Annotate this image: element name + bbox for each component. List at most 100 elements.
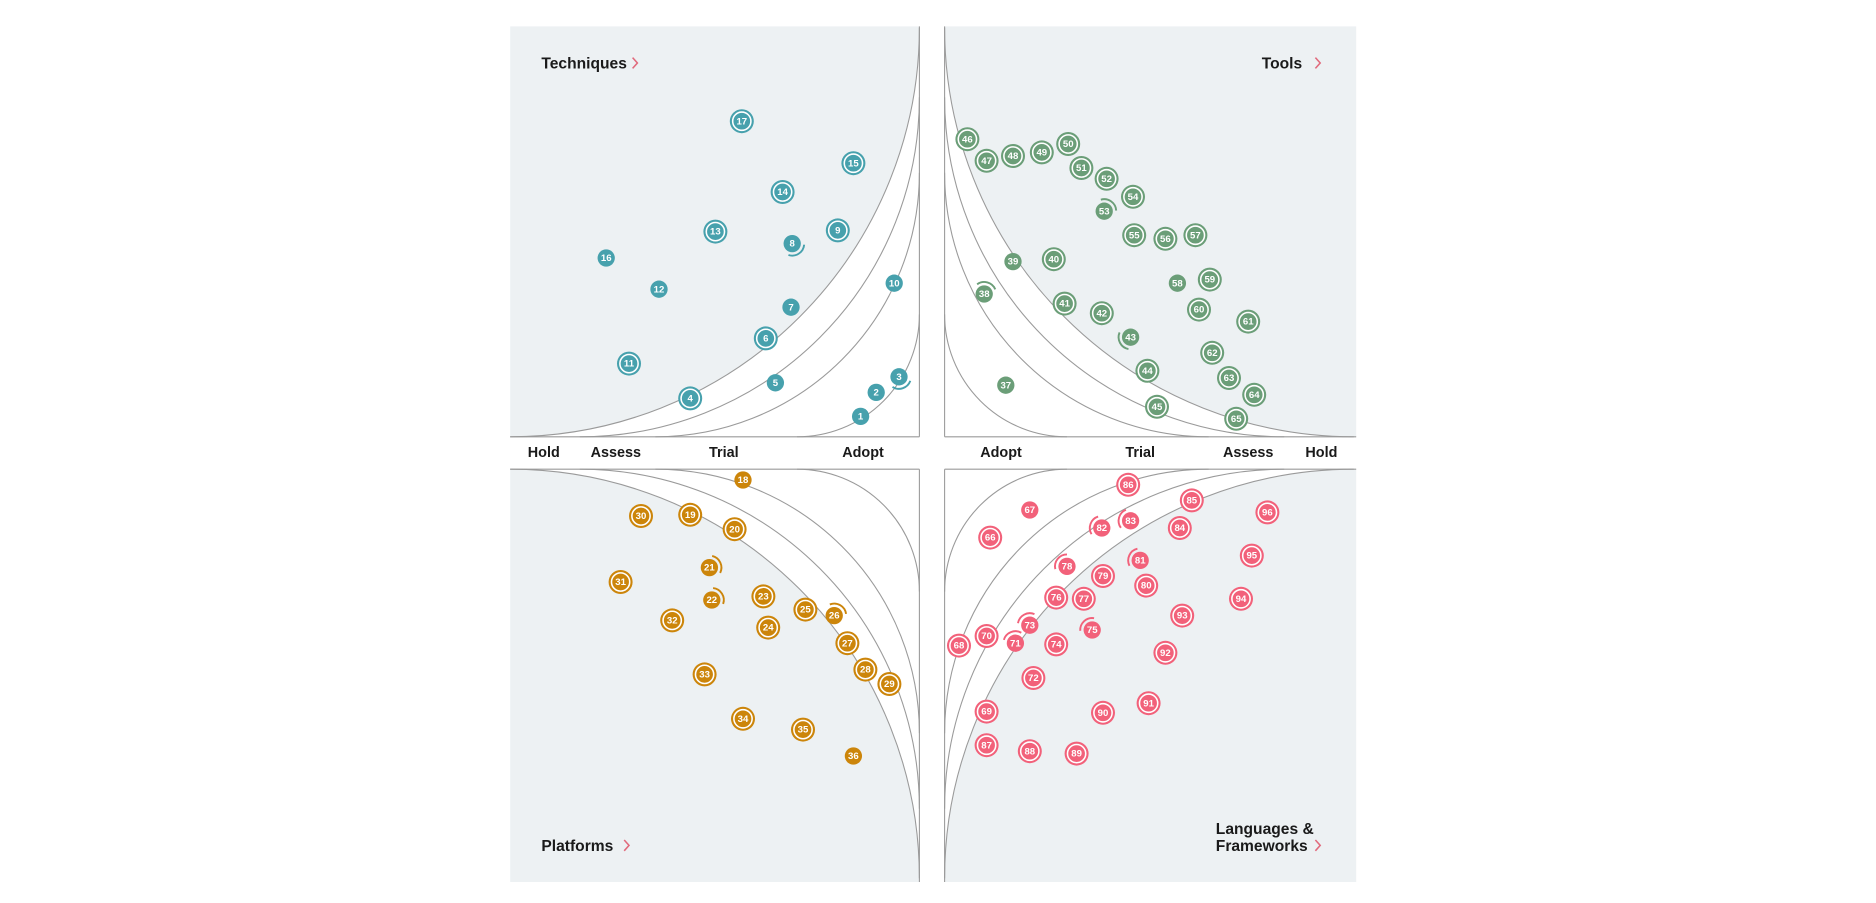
blip-49[interactable]: 49	[1029, 140, 1054, 165]
blip-25[interactable]: 25	[793, 597, 818, 622]
blip-64[interactable]: 64	[1242, 382, 1267, 407]
blip-18[interactable]: 18	[734, 471, 752, 489]
blip-96[interactable]: 96	[1255, 500, 1280, 525]
blip-59[interactable]: 59	[1197, 267, 1222, 292]
blip-13[interactable]: 13	[703, 219, 728, 244]
blip-56[interactable]: 56	[1153, 226, 1178, 251]
blip-36[interactable]: 36	[844, 747, 863, 765]
blip-62[interactable]: 62	[1200, 340, 1225, 365]
blip-6[interactable]: 6	[753, 326, 778, 351]
new-ring	[957, 129, 978, 150]
blip-63[interactable]: 63	[1217, 366, 1241, 390]
blip-32[interactable]: 32	[660, 608, 685, 633]
quadrant-link-tools[interactable]: Tools	[1262, 55, 1322, 72]
blip-31[interactable]: 31	[608, 570, 633, 594]
blip-76[interactable]: 76	[1044, 585, 1069, 610]
blip-47[interactable]: 47	[974, 148, 999, 173]
blip-34[interactable]: 34	[731, 706, 755, 731]
blip-95[interactable]: 95	[1239, 543, 1264, 568]
blip-51[interactable]: 51	[1069, 156, 1094, 180]
blip-86[interactable]: 86	[1116, 472, 1141, 497]
blip-16[interactable]: 16	[597, 249, 615, 267]
blip-54[interactable]: 54	[1121, 184, 1145, 209]
blip-11[interactable]: 11	[617, 351, 641, 376]
blip-7[interactable]: 7	[782, 298, 800, 316]
blip-92[interactable]: 92	[1153, 640, 1178, 665]
blip-2[interactable]: 2	[867, 383, 885, 402]
blip-35[interactable]: 35	[791, 717, 815, 742]
blip-61[interactable]: 61	[1236, 309, 1261, 334]
blip-41[interactable]: 41	[1052, 291, 1077, 316]
blip-37[interactable]: 37	[997, 376, 1015, 394]
blip-72[interactable]: 72	[1021, 666, 1046, 690]
blip-1[interactable]: 1	[851, 407, 870, 426]
blip-89[interactable]: 89	[1064, 741, 1089, 766]
blip-91[interactable]: 91	[1136, 691, 1161, 716]
quadrant-link-platforms[interactable]: Platforms	[541, 838, 631, 855]
blip-27[interactable]: 27	[835, 631, 860, 656]
blip-57[interactable]: 57	[1183, 223, 1208, 248]
new-ring	[619, 353, 639, 374]
new-ring	[733, 708, 753, 729]
blip-20[interactable]: 20	[722, 517, 747, 542]
blip-60[interactable]: 60	[1187, 297, 1211, 322]
blip-17[interactable]: 17	[729, 109, 754, 134]
blip-29[interactable]: 29	[877, 672, 902, 696]
blip-66[interactable]: 66	[978, 525, 1003, 550]
blip-12[interactable]: 12	[650, 280, 668, 298]
quadrant-link-techniques[interactable]: Techniques	[541, 55, 639, 72]
blip-68[interactable]: 68	[947, 633, 971, 658]
blip-39[interactable]: 39	[1004, 252, 1022, 271]
blip-48[interactable]: 48	[1001, 144, 1025, 168]
blip-4[interactable]: 4	[678, 386, 703, 411]
blip-94[interactable]: 94	[1229, 586, 1253, 611]
blip-74[interactable]: 74	[1044, 632, 1069, 657]
blip-40[interactable]: 40	[1041, 247, 1066, 272]
ring-label-adopt: Adopt	[842, 445, 884, 461]
blip-84[interactable]: 84	[1167, 516, 1192, 540]
blip-14[interactable]: 14	[770, 180, 795, 204]
blip-23[interactable]: 23	[751, 584, 776, 609]
ring-arc	[796, 314, 920, 438]
blip-24[interactable]: 24	[756, 615, 781, 640]
blip-46[interactable]: 46	[955, 127, 980, 152]
blip-77[interactable]: 77	[1071, 586, 1096, 611]
blip-80[interactable]: 80	[1134, 573, 1159, 598]
blip-58[interactable]: 58	[1168, 274, 1187, 292]
blip-88[interactable]: 88	[1017, 739, 1042, 764]
blip-28[interactable]: 28	[853, 657, 878, 682]
quadrant-link-languages-frameworks[interactable]: Languages & Frameworks	[1216, 821, 1322, 855]
blip-33[interactable]: 33	[692, 662, 717, 687]
blip-44[interactable]: 44	[1135, 358, 1160, 383]
blip-5[interactable]: 5	[766, 374, 785, 392]
quadrant-title[interactable]: Techniques	[541, 55, 627, 72]
blip-69[interactable]: 69	[974, 699, 999, 724]
blip-15[interactable]: 15	[841, 151, 866, 176]
blip-19[interactable]: 19	[678, 502, 703, 527]
blip-65[interactable]: 65	[1224, 406, 1249, 431]
blip-87[interactable]: 87	[974, 733, 999, 758]
quadrant-title[interactable]: Platforms	[541, 838, 613, 855]
moved-out-arc-icon	[1100, 198, 1118, 211]
new-ring	[1231, 588, 1251, 609]
blip-45[interactable]: 45	[1145, 394, 1169, 419]
blip-55[interactable]: 55	[1122, 223, 1147, 248]
blip-85[interactable]: 85	[1179, 488, 1204, 513]
blip-9[interactable]: 9	[825, 218, 850, 243]
new-ring	[1155, 228, 1176, 249]
quadrant-title-line1[interactable]: Languages &	[1216, 821, 1314, 838]
blip-93[interactable]: 93	[1170, 603, 1195, 628]
blip-90[interactable]: 90	[1091, 700, 1115, 725]
blip-70[interactable]: 70	[974, 624, 999, 648]
new-ring	[1219, 368, 1239, 388]
blip-10[interactable]: 10	[885, 274, 903, 292]
blip-30[interactable]: 30	[629, 504, 653, 528]
blip-67[interactable]: 67	[1021, 501, 1039, 519]
blip-52[interactable]: 52	[1094, 166, 1119, 191]
blip-50[interactable]: 50	[1056, 132, 1081, 156]
quadrant-title[interactable]: Tools	[1262, 55, 1303, 72]
blip-42[interactable]: 42	[1089, 301, 1114, 326]
quadrant-title-line2[interactable]: Frameworks	[1216, 838, 1308, 855]
new-ring	[1066, 743, 1087, 764]
blip-79[interactable]: 79	[1091, 564, 1115, 588]
